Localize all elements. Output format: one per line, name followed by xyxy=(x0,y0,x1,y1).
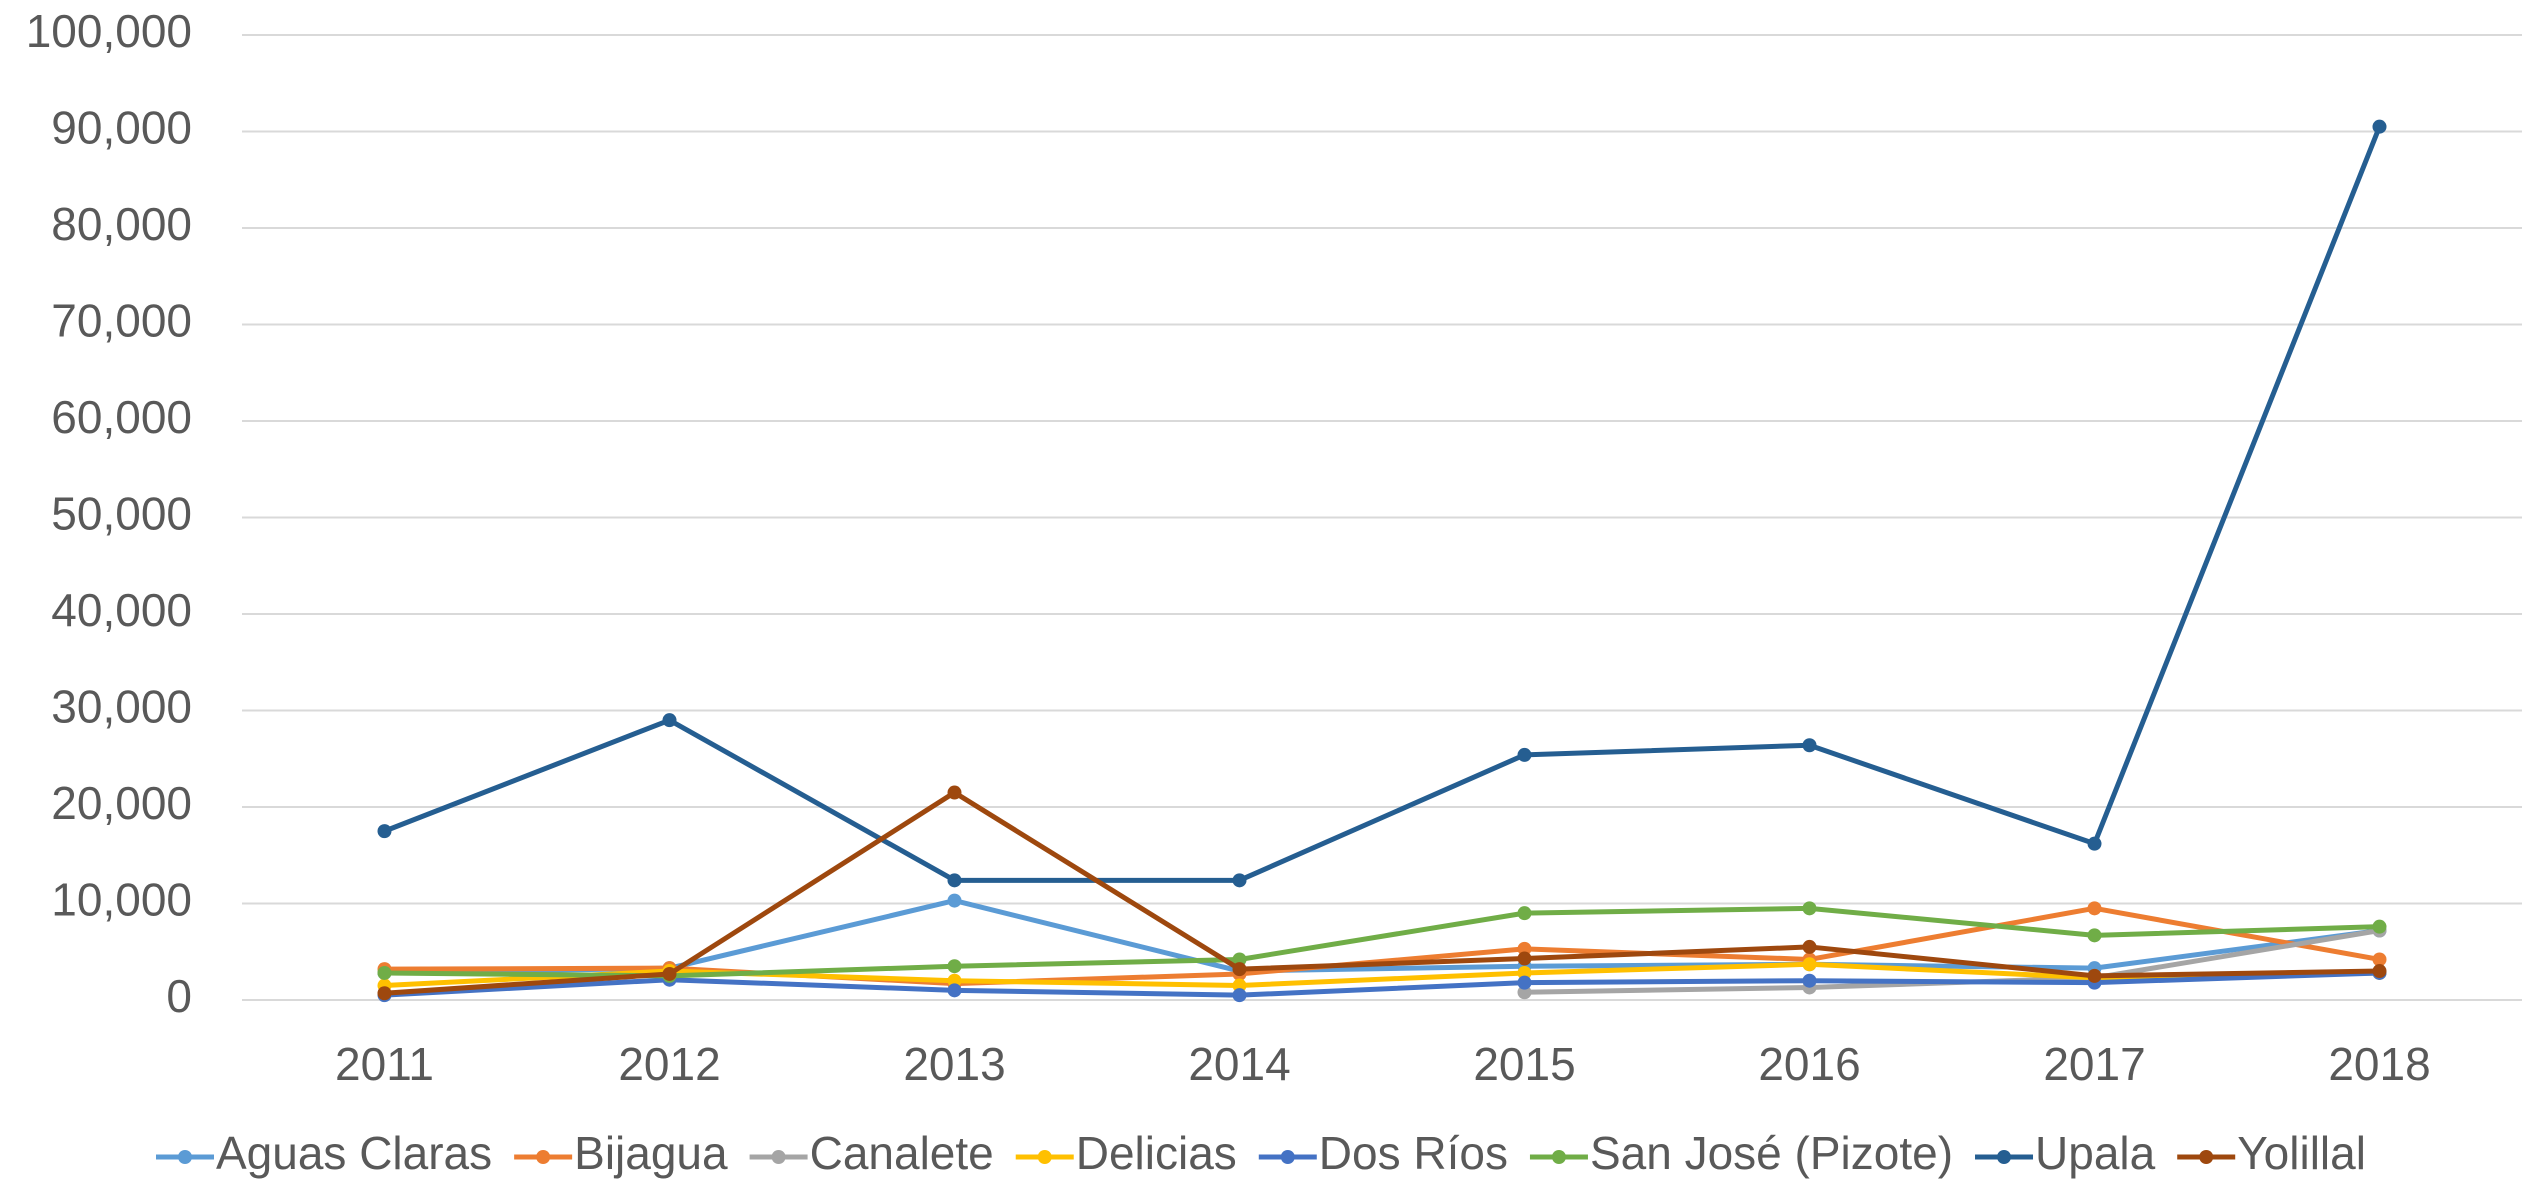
series-line xyxy=(383,125,2382,883)
data-point xyxy=(2372,952,2387,967)
series-line xyxy=(384,905,2380,979)
data-point xyxy=(377,824,392,839)
legend-marker xyxy=(2199,1150,2214,1164)
data-point xyxy=(947,983,962,998)
series-line xyxy=(384,970,2380,998)
data-point xyxy=(2087,928,2102,943)
data-point xyxy=(1802,939,1817,954)
data-point xyxy=(2372,964,2387,979)
data-point xyxy=(947,873,962,888)
data-point xyxy=(1517,941,1532,956)
legend-marker xyxy=(536,1150,551,1164)
x-tick-label: 2013 xyxy=(903,1038,1005,1090)
data-point xyxy=(1517,975,1532,990)
legend-marker xyxy=(1997,1150,2012,1164)
y-tick-label: 30,000 xyxy=(51,681,192,733)
x-tick-label: 2015 xyxy=(1473,1038,1575,1090)
data-point xyxy=(1232,988,1247,1003)
data-point xyxy=(947,785,962,800)
legend-marker xyxy=(178,1150,192,1164)
data-point xyxy=(377,986,392,1001)
x-tick-label: 2011 xyxy=(335,1038,434,1090)
legend-marker xyxy=(1037,1150,1052,1164)
data-point xyxy=(1517,747,1532,762)
legend-label: Delicias xyxy=(1076,1127,1237,1179)
data-point xyxy=(2087,968,2102,983)
data-point xyxy=(377,965,392,980)
legend-label: Yolillal xyxy=(2237,1127,2366,1179)
data-point xyxy=(1517,965,1532,980)
legend-label: Aguas Claras xyxy=(216,1127,492,1179)
legend-label: Bijagua xyxy=(574,1127,728,1179)
y-tick-label: 80,000 xyxy=(51,198,192,250)
y-tick-label: 60,000 xyxy=(51,391,192,443)
data-point xyxy=(947,959,962,974)
legend-label: Dos Ríos xyxy=(1319,1127,1508,1179)
data-point xyxy=(2372,119,2387,134)
data-point xyxy=(947,893,962,908)
y-tick-label: 50,000 xyxy=(51,488,192,540)
data-point xyxy=(662,713,677,728)
data-point xyxy=(2372,919,2387,934)
data-point xyxy=(1232,978,1247,993)
legend-marker xyxy=(771,1150,786,1164)
data-point xyxy=(2087,901,2102,916)
x-tick-label: 2016 xyxy=(1758,1038,1860,1090)
y-tick-label: 90,000 xyxy=(51,102,192,154)
y-tick-label: 20,000 xyxy=(51,777,192,829)
data-point xyxy=(1232,962,1247,977)
legend-label: Canalete xyxy=(810,1127,994,1179)
legend-marker xyxy=(1280,1150,1295,1164)
x-tick-label: 2017 xyxy=(2043,1038,2145,1090)
x-tick-label: 2014 xyxy=(1188,1038,1290,1090)
data-point xyxy=(1802,973,1817,988)
data-point xyxy=(1517,951,1532,966)
y-tick-label: 100,000 xyxy=(26,5,192,57)
series-line xyxy=(384,898,2380,976)
legend-label: San José (Pizote) xyxy=(1590,1127,1953,1179)
legend-marker xyxy=(1551,1150,1566,1164)
x-tick-label: 2012 xyxy=(618,1038,720,1090)
y-tick-label: 10,000 xyxy=(51,874,192,926)
data-point xyxy=(1232,873,1247,888)
data-point xyxy=(1802,901,1817,916)
data-point xyxy=(947,973,962,988)
data-point xyxy=(2087,836,2102,851)
legend-label: Upala xyxy=(2035,1127,2156,1179)
data-point xyxy=(1802,957,1817,972)
series-line xyxy=(384,790,2380,996)
y-tick-label: 40,000 xyxy=(51,584,192,636)
y-tick-label: 0 xyxy=(166,970,192,1022)
data-point xyxy=(1232,952,1247,967)
x-tick-label: 2018 xyxy=(2328,1038,2430,1090)
y-tick-label: 70,000 xyxy=(51,295,192,347)
data-point xyxy=(1517,985,1532,1000)
data-point xyxy=(1802,738,1817,753)
data-point xyxy=(662,966,677,981)
data-point xyxy=(1517,906,1532,921)
